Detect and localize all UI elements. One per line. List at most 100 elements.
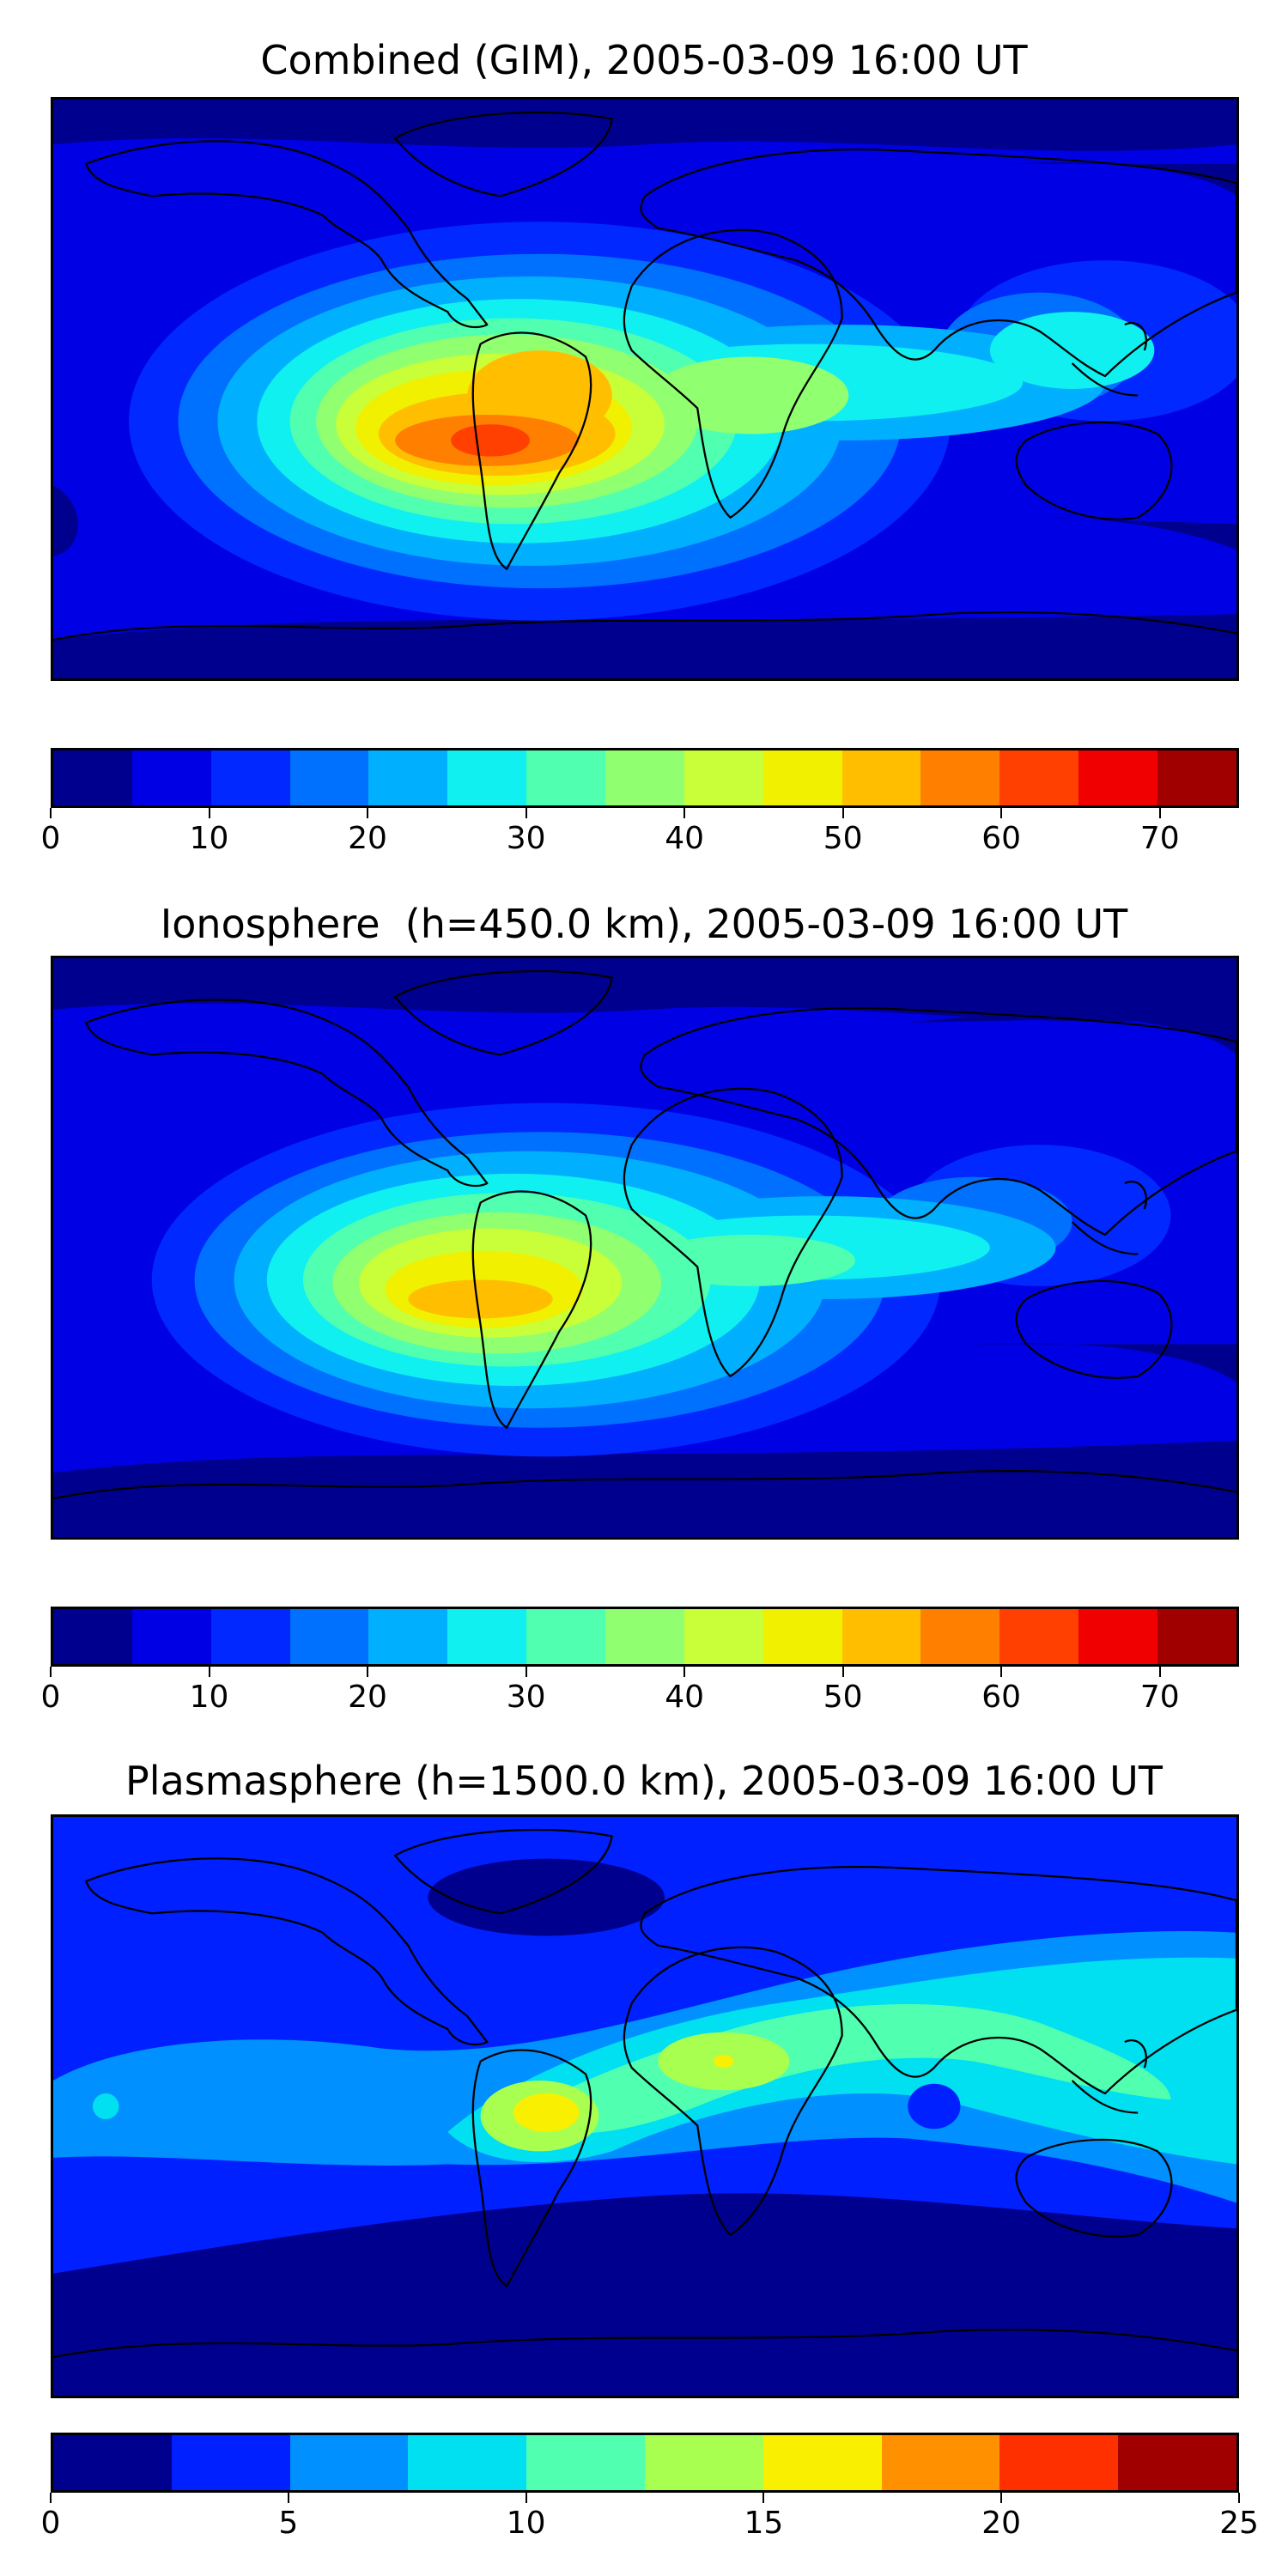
colorbar-tick-label: 70 [1139, 821, 1180, 856]
colorbar-tick-label: 60 [981, 821, 1022, 856]
colorbar-tick [1158, 808, 1161, 818]
map-plasmasphere [51, 1814, 1239, 2398]
colorbar-tick [525, 2493, 527, 2503]
colorbar-tick-label: 30 [506, 821, 546, 856]
colorbar-tick-label: 25 [1219, 2506, 1259, 2541]
colorbar-bin [289, 750, 369, 805]
colorbar-tick [287, 2493, 289, 2503]
colorbar-tick [367, 808, 369, 818]
colorbar-tick [50, 808, 52, 818]
colorbar-tick [208, 808, 210, 818]
colorbar-tick-label: 10 [189, 1680, 229, 1715]
colorbar-ionosphere [51, 1607, 1239, 1667]
colorbar-tick-label: 0 [40, 1680, 61, 1715]
colorbar-bin [289, 2435, 409, 2490]
panel-title-plasmasphere: Plasmasphere (h=1500.0 km), 2005-03-09 1… [125, 1758, 1163, 1804]
colorbar-bin [1078, 1609, 1158, 1664]
colorbar-tick-label: 60 [981, 1680, 1022, 1715]
colorbar-bin [762, 2435, 882, 2490]
colorbar-plasmasphere [51, 2433, 1239, 2493]
colorbar-axis-combined: 0 10 20 30 40 50 60 70 [41, 808, 1239, 860]
colorbar-tick-label: 50 [823, 821, 863, 856]
colorbar-bin [210, 750, 290, 805]
colorbar-bin [920, 1609, 1000, 1664]
colorbar-tick [367, 1667, 369, 1677]
colorbar-bin [644, 2435, 763, 2490]
colorbar-tick-label: 20 [981, 2506, 1022, 2541]
colorbar-bin [368, 750, 448, 805]
colorbar-bin [289, 1609, 369, 1664]
colorbar-bin [1157, 750, 1236, 805]
colorbar-tick-label: 5 [278, 2506, 299, 2541]
colorbar-bin [53, 750, 132, 805]
coastlines [53, 969, 1236, 1500]
colorbar-bin [1078, 750, 1158, 805]
colorbar-axis-plasmasphere: 0 5 10 15 20 25 [41, 2493, 1259, 2544]
colorbar-bin [447, 750, 527, 805]
colorbar-tick [1000, 808, 1003, 818]
colorbar-tick [841, 808, 844, 818]
tec-contour-map-combined [53, 100, 1236, 678]
colorbar-bin [762, 750, 842, 805]
map-combined [51, 97, 1239, 681]
colorbar-bin [605, 1609, 684, 1664]
colorbar-bin [526, 1609, 606, 1664]
colorbar-bin [171, 2435, 290, 2490]
colorbar-tick-label: 70 [1139, 1680, 1180, 1715]
coastlines [53, 1828, 1236, 2359]
colorbar-bin [920, 750, 1000, 805]
colorbar-bin [408, 2435, 527, 2490]
colorbar-tick-label: 40 [665, 1680, 705, 1715]
colorbar-bin [605, 750, 684, 805]
colorbar-bin [762, 1609, 842, 1664]
colorbar-tick-label: 30 [506, 1680, 546, 1715]
colorbar-bin [683, 1609, 763, 1664]
colorbar-tick [525, 1667, 527, 1677]
colorbar-tick [50, 1667, 52, 1677]
colorbar-bin [999, 1609, 1079, 1664]
colorbar-bin [53, 2435, 172, 2490]
colorbar-bin [131, 750, 211, 805]
colorbar-tick [1000, 1667, 1003, 1677]
colorbar-bin [841, 1609, 921, 1664]
colorbar-tick [762, 2493, 765, 2503]
colorbar-tick-label: 10 [506, 2506, 546, 2541]
colorbar-bin [447, 1609, 527, 1664]
colorbar-tick [208, 1667, 210, 1677]
colorbar-axis-ionosphere: 0 10 20 30 40 50 60 70 [41, 1667, 1239, 1718]
colorbar-bin [210, 1609, 290, 1664]
colorbar-combined [51, 748, 1239, 808]
colorbar-tick [525, 808, 527, 818]
colorbar-bin [683, 750, 763, 805]
colorbar-tick-label: 10 [189, 821, 229, 856]
colorbar-tick [50, 2493, 52, 2503]
colorbar-bin [526, 2435, 645, 2490]
colorbar-tick-label: 0 [40, 821, 61, 856]
colorbar-bin [368, 1609, 448, 1664]
tec-contour-map-ionosphere [53, 958, 1236, 1537]
colorbar-tick-label: 20 [348, 1680, 387, 1715]
colorbar-bin [1157, 1609, 1236, 1664]
panel-title-ionosphere: Ionosphere (h=450.0 km), 2005-03-09 16:0… [160, 901, 1128, 947]
colorbar-tick [683, 1667, 686, 1677]
colorbar-tick-label: 20 [348, 821, 387, 856]
colorbar-bin [999, 2435, 1119, 2490]
colorbar-tick [683, 808, 686, 818]
colorbar-tick [1158, 1667, 1161, 1677]
coastlines [53, 111, 1236, 641]
colorbar-bin [53, 1609, 132, 1664]
colorbar-bin [999, 750, 1079, 805]
colorbar-bin [131, 1609, 211, 1664]
colorbar-tick-label: 15 [744, 2506, 784, 2541]
colorbar-bin [881, 2435, 1000, 2490]
colorbar-bin [841, 750, 921, 805]
colorbar-tick-label: 40 [665, 821, 705, 856]
colorbar-tick [1000, 2493, 1003, 2503]
colorbar-tick-label: 0 [40, 2506, 61, 2541]
colorbar-bin [526, 750, 606, 805]
tec-contour-map-plasmasphere [53, 1817, 1236, 2396]
colorbar-bin [1118, 2435, 1236, 2490]
colorbar-tick [841, 1667, 844, 1677]
colorbar-tick-label: 50 [823, 1680, 863, 1715]
map-ionosphere [51, 956, 1239, 1540]
